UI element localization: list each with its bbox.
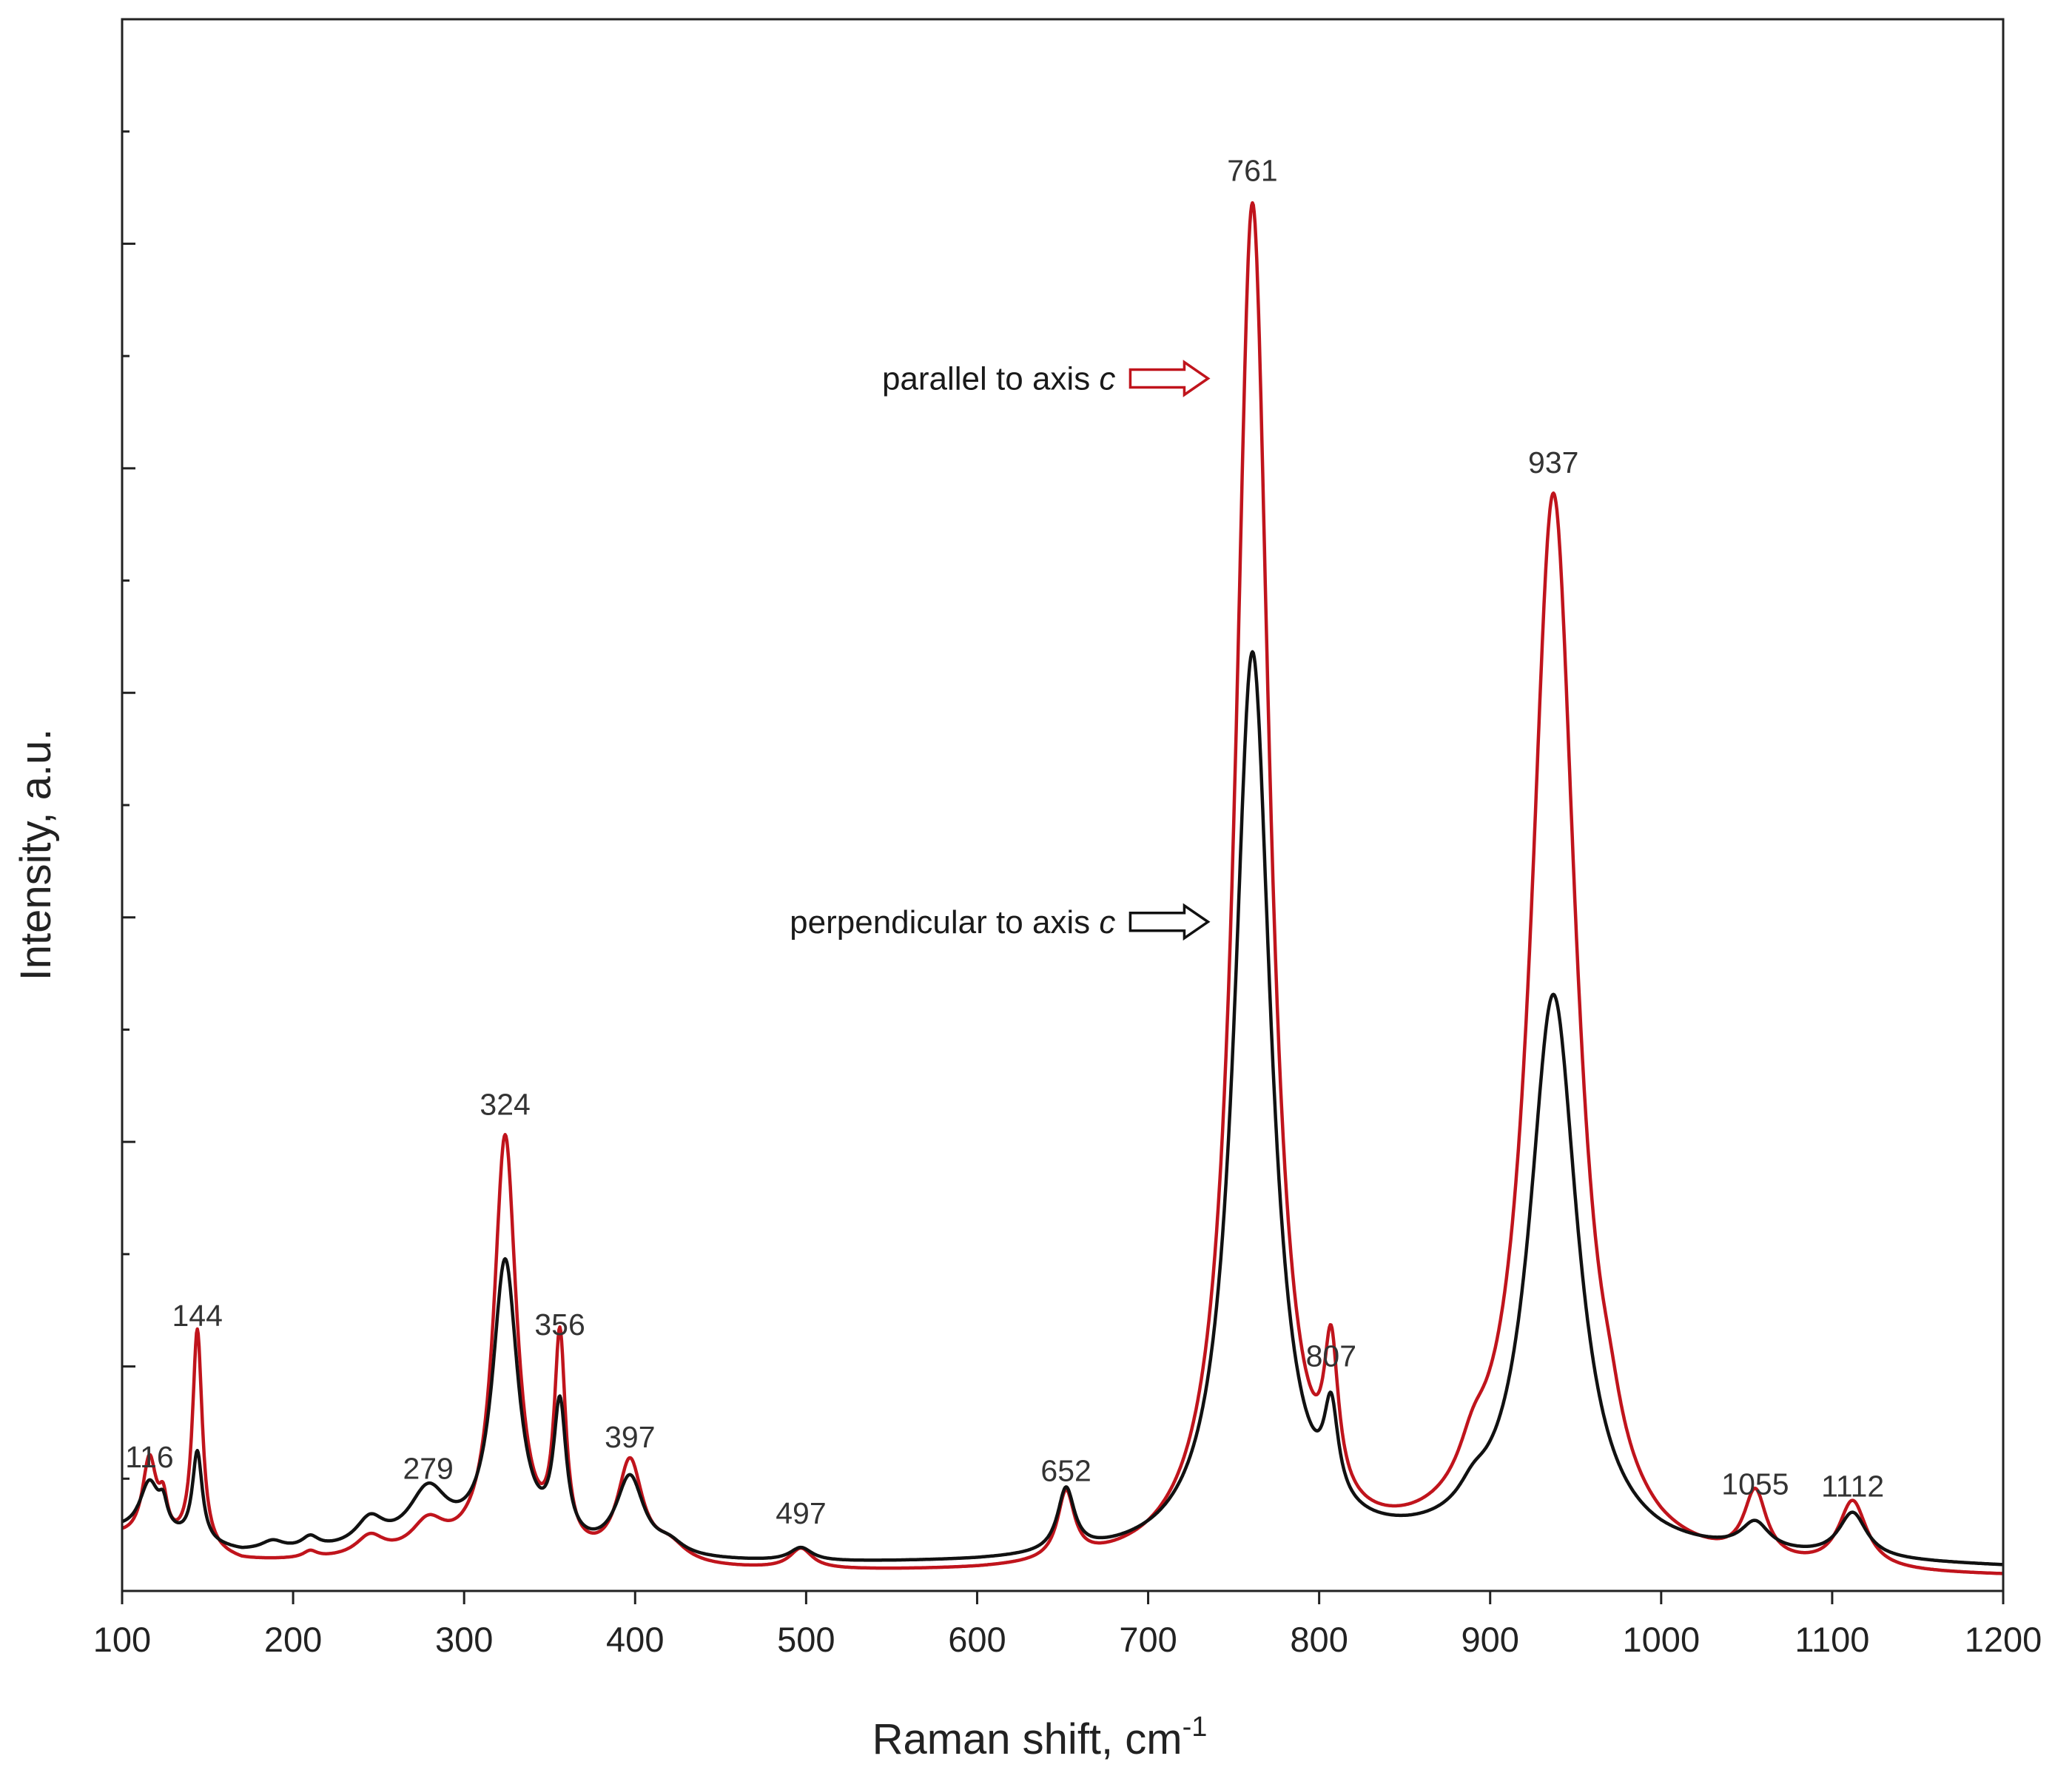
- peak-label-397: 397: [605, 1420, 655, 1454]
- x-tick-label: 300: [435, 1620, 493, 1659]
- peak-label-1112: 1112: [1821, 1470, 1884, 1504]
- series-group: [121, 201, 2005, 1575]
- legend-axis-symbol: c: [1099, 904, 1115, 941]
- legend-label-text: perpendicular to axis: [790, 904, 1099, 941]
- x-tick-label: 200: [264, 1620, 322, 1659]
- x-tick-label: 1100: [1794, 1620, 1869, 1659]
- peak-label-807: 807: [1306, 1339, 1356, 1373]
- legend-label: perpendicular to axis c: [790, 904, 1115, 941]
- x-axis-title: Raman shift, cm-1: [872, 1712, 1208, 1763]
- x-tick-label: 1000: [1623, 1620, 1701, 1659]
- peak-label-279: 279: [403, 1451, 453, 1485]
- plot-area: 100 200 300 400 500 600 700 800 900 1000 1100 1200 …: [93, 18, 2042, 1659]
- peak-label-761: 761: [1227, 153, 1277, 187]
- peak-label-324: 324: [480, 1088, 530, 1122]
- peak-annotations: 116 144 279 324 356 397 497 652 761 807 937 1055 111…: [125, 153, 1884, 1530]
- legend-label-text: parallel to axis: [882, 360, 1099, 397]
- x-axis-title-superscript: -1: [1183, 1712, 1208, 1743]
- peak-label-116: 116: [125, 1440, 173, 1474]
- x-tick-label: 1200: [1965, 1620, 2042, 1659]
- y-axis-title: Intensity, a.u.: [12, 729, 60, 981]
- x-axis-ticks: 100 200 300 400 500 600 700 800 900 1000 1100 1200: [93, 1591, 2042, 1659]
- x-tick-label: 700: [1119, 1620, 1177, 1659]
- peak-label-497: 497: [776, 1496, 826, 1530]
- x-tick-label: 900: [1462, 1620, 1519, 1659]
- peak-label-356: 356: [534, 1308, 585, 1342]
- series-line-perpendicular: [121, 650, 2005, 1567]
- x-tick-label: 100: [93, 1620, 151, 1659]
- legend-arrow-icon: [1128, 903, 1211, 941]
- y-axis-ticks: [122, 130, 135, 1480]
- peak-label-1055: 1055: [1721, 1467, 1789, 1501]
- peak-label-144: 144: [172, 1299, 222, 1333]
- x-tick-label: 800: [1290, 1620, 1348, 1659]
- x-tick-label: 400: [606, 1620, 664, 1659]
- x-tick-label: 600: [948, 1620, 1006, 1659]
- legend-arrow-icon: [1128, 360, 1211, 397]
- legend-axis-symbol: c: [1099, 360, 1115, 397]
- legend-label: parallel to axis c: [882, 360, 1115, 397]
- peak-label-652: 652: [1040, 1453, 1091, 1487]
- x-tick-label: 500: [777, 1620, 835, 1659]
- peak-label-937: 937: [1528, 445, 1578, 480]
